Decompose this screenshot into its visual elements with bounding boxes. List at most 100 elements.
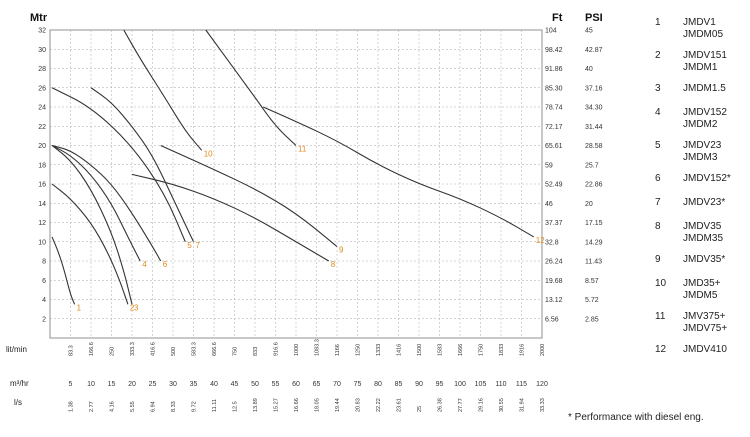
- legend-item: 11 JMV375+ JMDV75+: [655, 311, 750, 335]
- x-tick-lit-min: 83.3: [69, 345, 75, 356]
- pump-curve-7: [90, 87, 194, 242]
- x-tick-l-s: 18.05: [315, 398, 321, 412]
- y-axis-title-psi: PSI: [585, 12, 603, 24]
- y-tick-mtr: 10: [38, 239, 46, 246]
- x-tick-m3-hr: 40: [210, 381, 218, 388]
- legend-item: 9 JMDV35*: [655, 254, 750, 266]
- x-tick-m3-hr: 70: [333, 381, 341, 388]
- legend-models: JMDV152*: [683, 173, 731, 185]
- x-tick-lit-min: 750: [233, 347, 239, 356]
- y-axis-title-mtr: Mtr: [30, 12, 48, 24]
- legend-model-name: JMDV152: [683, 107, 727, 118]
- x-tick-lit-min: 2000: [540, 344, 546, 356]
- x-tick-lit-min: 333.3: [130, 342, 136, 356]
- y-tick-psi: 45: [585, 28, 593, 35]
- curve-label-10: 10: [204, 149, 213, 158]
- y-tick-ft: 98.42: [545, 47, 563, 54]
- x-tick-l-s: 12.5: [233, 401, 239, 412]
- x-tick-lit-min: 166.6: [89, 342, 95, 356]
- x-tick-lit-min: 1583: [438, 344, 444, 356]
- curve-label-1: 1: [77, 303, 82, 312]
- legend-model-name: JMD35+: [683, 278, 721, 289]
- y-tick-psi: 22.86: [585, 182, 603, 189]
- legend-models: JMDV152 JMDM2: [683, 107, 727, 131]
- y-tick-mtr: 16: [38, 182, 46, 189]
- legend-models: JMDV410: [683, 344, 727, 356]
- legend-number: 1: [655, 17, 661, 28]
- y-axis-title-ft: Ft: [552, 12, 563, 24]
- x-tick-lit-min: 1083.3: [315, 339, 321, 356]
- x-tick-m3-hr: 95: [436, 381, 444, 388]
- y-tick-ft: 104: [545, 28, 557, 35]
- legend-model-name: JMDM3: [683, 152, 718, 163]
- x-tick-l-s: 22.22: [376, 398, 382, 412]
- y-tick-mtr: 32: [38, 28, 46, 35]
- y-tick-psi: 37.16: [585, 85, 603, 92]
- y-tick-ft: 59: [545, 162, 553, 169]
- legend-number: 3: [655, 83, 661, 94]
- legend-models: JMD35+ JMDM5: [683, 278, 721, 302]
- x-tick-m3-hr: 15: [108, 381, 116, 388]
- y-tick-mtr: 12: [38, 220, 46, 227]
- x-tick-lit-min: 1250: [356, 344, 362, 356]
- x-tick-m3-hr: 60: [292, 381, 300, 388]
- legend-model-name: JMDV35: [683, 221, 722, 232]
- y-tick-psi: 20: [585, 201, 593, 208]
- y-tick-psi: 8.57: [585, 278, 599, 285]
- legend-model-name: JMDM1.5: [683, 83, 726, 94]
- curve-label-7: 7: [196, 241, 201, 250]
- x-axis-title-l-s: l/s: [14, 398, 22, 407]
- legend-model-name: JMDV23: [683, 140, 722, 151]
- y-tick-ft: 19.68: [545, 278, 563, 285]
- legend-number: 12: [655, 344, 667, 355]
- x-axis-title-lit-min: lit/min: [6, 345, 27, 354]
- x-tick-l-s: 5.55: [130, 401, 136, 412]
- pump-curve-1: [51, 236, 76, 305]
- y-tick-psi: 40: [585, 66, 593, 73]
- y-tick-ft: 26.24: [545, 259, 563, 266]
- legend-item: 3 JMDM1.5: [655, 83, 750, 95]
- x-tick-m3-hr: 35: [190, 381, 198, 388]
- curve-label-6: 6: [163, 260, 168, 269]
- y-tick-ft: 91.86: [545, 66, 563, 73]
- curve-label-5: 5: [187, 241, 192, 250]
- y-tick-ft: 32.8: [545, 239, 559, 246]
- y-tick-ft: 78.74: [545, 105, 563, 112]
- x-tick-lit-min: 833: [253, 347, 259, 356]
- legend-number: 10: [655, 278, 667, 289]
- y-tick-psi: 11.43: [585, 259, 602, 266]
- x-tick-m3-hr: 50: [251, 381, 259, 388]
- pump-curve-6: [51, 144, 162, 262]
- curve-label-3: 3: [134, 303, 139, 312]
- curve-label-8: 8: [331, 260, 336, 269]
- x-tick-l-s: 11.11: [212, 399, 218, 412]
- legend-models: JMDV151 JMDM1: [683, 50, 727, 74]
- y-tick-psi: 42.87: [585, 47, 603, 54]
- x-tick-l-s: 25: [417, 406, 423, 412]
- y-tick-psi: 28.58: [585, 143, 603, 150]
- x-tick-l-s: 6.94: [151, 401, 157, 412]
- x-tick-l-s: 29.16: [479, 398, 485, 412]
- x-tick-l-s: 2.77: [89, 401, 95, 412]
- y-tick-ft: 37.37: [545, 220, 563, 227]
- x-tick-lit-min: 1166: [335, 344, 341, 356]
- x-tick-l-s: 30.55: [499, 398, 505, 412]
- x-tick-m3-hr: 100: [454, 381, 466, 388]
- curve-label-11: 11: [298, 145, 307, 154]
- x-tick-m3-hr: 55: [272, 381, 280, 388]
- legend-model-name: JMDV151: [683, 50, 727, 61]
- x-tick-lit-min: 1416: [397, 344, 403, 356]
- curve-label-9: 9: [339, 246, 344, 255]
- y-tick-psi: 17.15: [585, 220, 603, 227]
- x-tick-l-s: 1.38: [69, 401, 75, 412]
- legend-number: 8: [655, 221, 661, 232]
- x-tick-l-s: 19.44: [335, 398, 341, 412]
- legend-number: 5: [655, 140, 661, 151]
- x-tick-l-s: 23.61: [397, 398, 403, 412]
- x-tick-lit-min: 1750: [479, 344, 485, 356]
- x-tick-lit-min: 500: [171, 347, 177, 356]
- pump-curve-4: [51, 145, 141, 262]
- pump-curve-9: [160, 144, 338, 247]
- x-tick-l-s: 13.89: [253, 398, 259, 412]
